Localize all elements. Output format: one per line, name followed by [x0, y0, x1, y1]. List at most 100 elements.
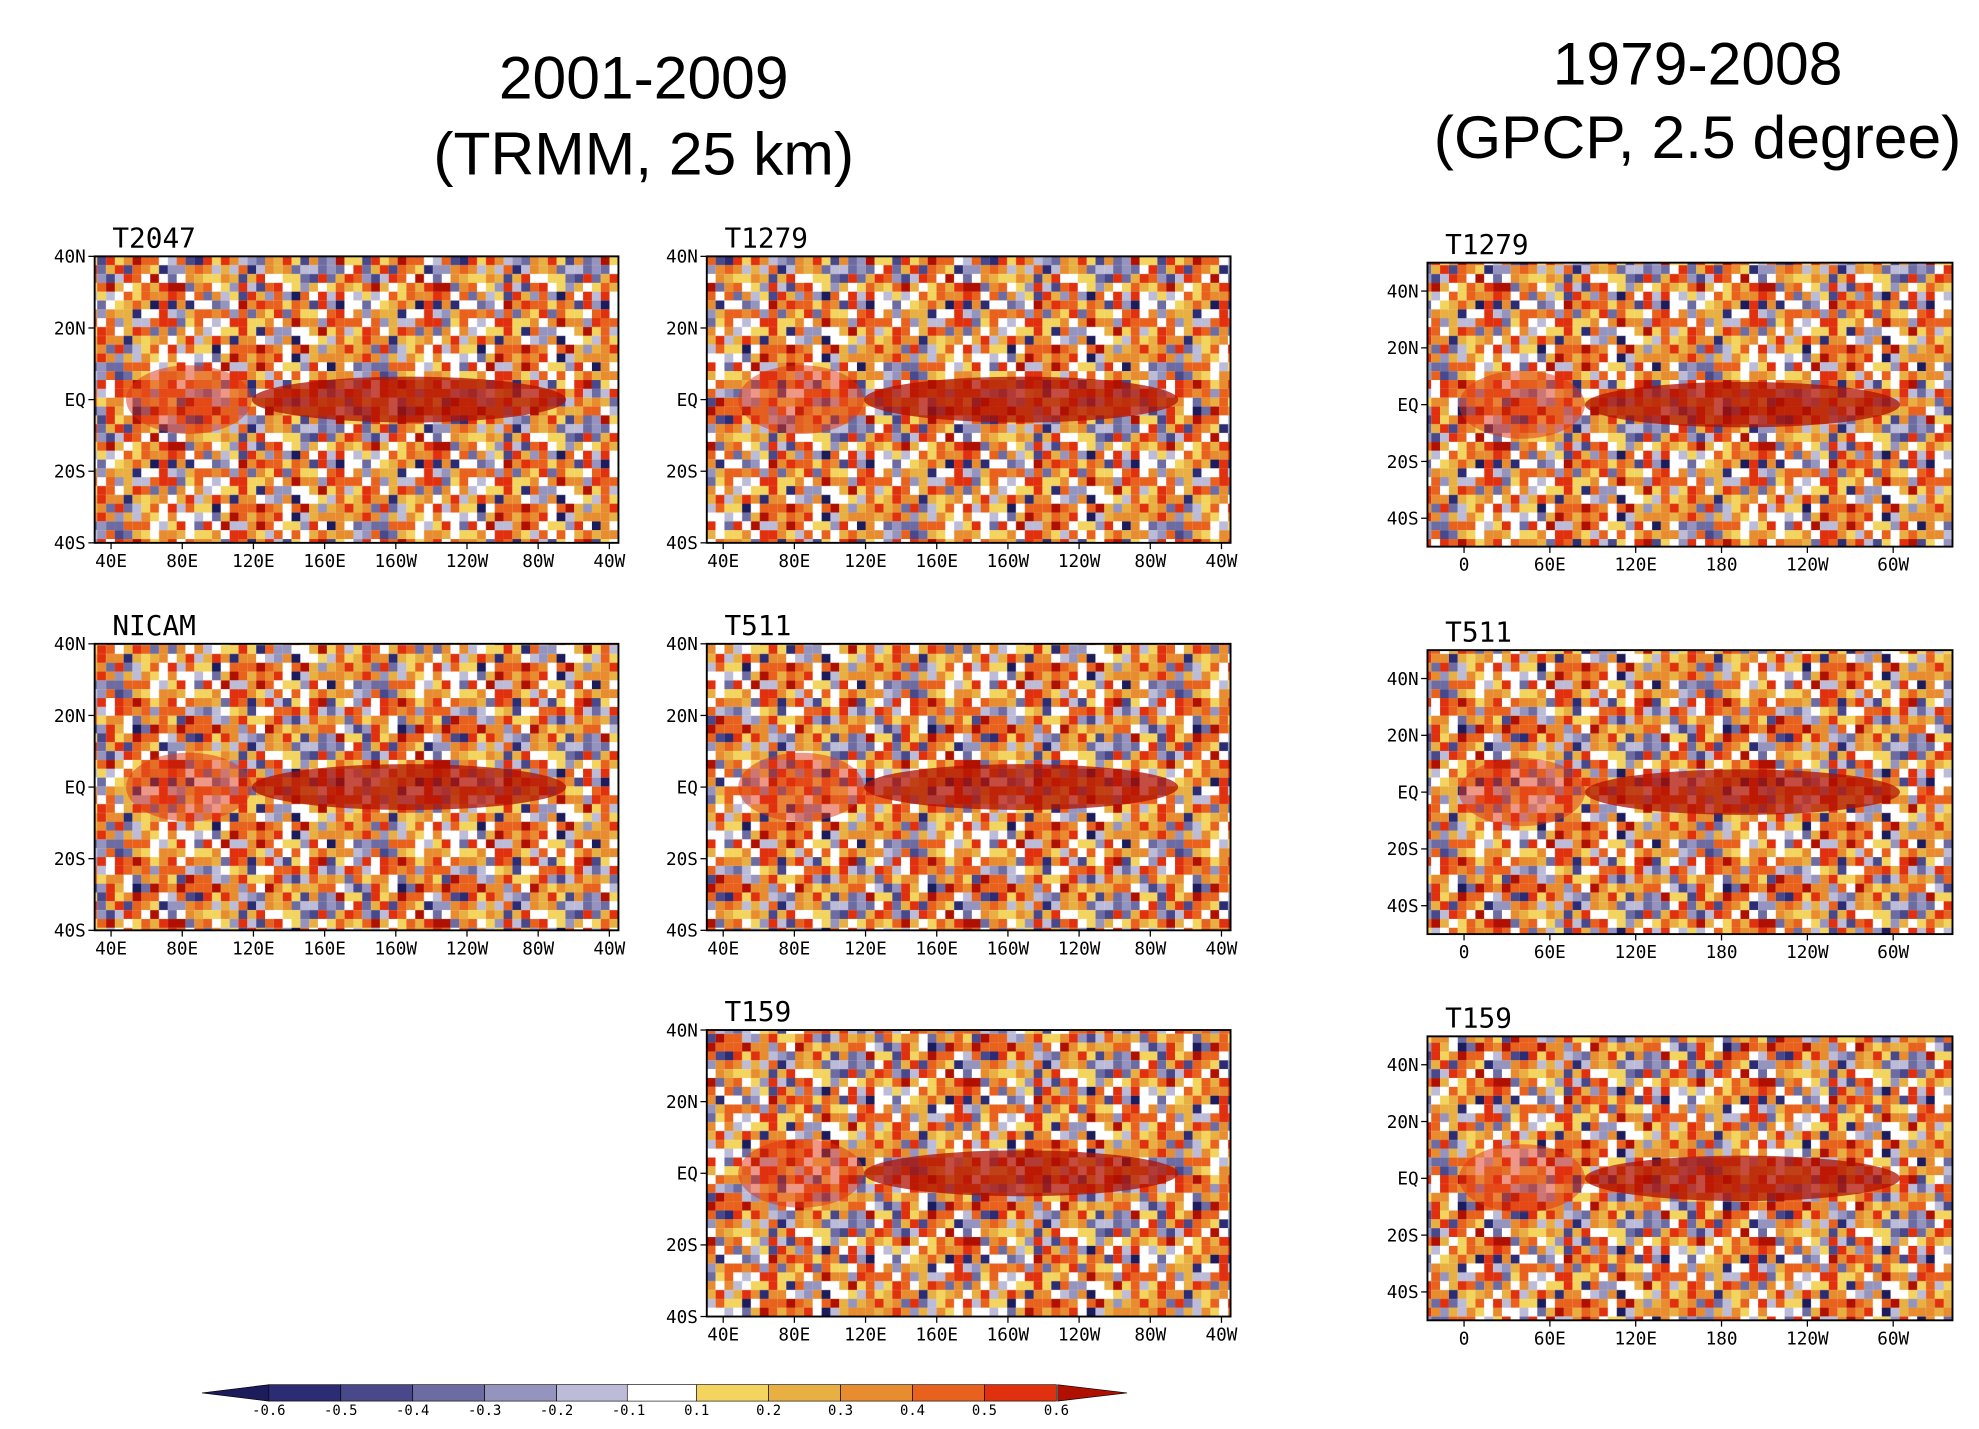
- rain-band: [126, 365, 252, 434]
- lon-label: 120W: [1058, 1326, 1101, 1346]
- lat-label: 40S: [666, 922, 698, 942]
- lat-label: 40N: [666, 635, 698, 655]
- lon-label: 40E: [707, 552, 739, 572]
- rain-band: [864, 377, 1178, 423]
- lon-label: 120W: [1786, 556, 1829, 576]
- lon-label: 80E: [778, 552, 810, 572]
- colorbar-box: [913, 1385, 985, 1401]
- colorbar-label: -0.4: [396, 1403, 429, 1419]
- lat-label: 20S: [666, 1236, 698, 1256]
- panel-label: T1279: [724, 222, 808, 255]
- lat-label: EQ: [65, 778, 86, 798]
- rain-band: [126, 753, 252, 822]
- lat-label: 20N: [1387, 727, 1419, 747]
- lon-label: 80E: [778, 939, 810, 959]
- lat-label: 40S: [666, 534, 698, 554]
- lon-label: 180: [1706, 943, 1738, 963]
- rain-band: [1459, 371, 1585, 439]
- lon-label: 60E: [1534, 1329, 1566, 1349]
- lon-label: 40W: [1206, 552, 1238, 572]
- lat-label: EQ: [1397, 396, 1418, 416]
- lat-label: 40N: [666, 1021, 698, 1041]
- rain-band: [1459, 758, 1585, 826]
- lon-label: 60W: [1877, 556, 1909, 576]
- lon-label: 40W: [593, 552, 625, 572]
- colorbar-end: [1058, 1385, 1127, 1401]
- lon-label: 0: [1459, 943, 1470, 963]
- rain-band: [864, 1150, 1178, 1196]
- lon-label: 120W: [1786, 1329, 1829, 1349]
- lon-label: 180: [1706, 556, 1738, 576]
- lon-label: 80W: [522, 939, 554, 959]
- lon-label: 160E: [303, 552, 346, 572]
- lat-label: 40N: [1387, 670, 1419, 690]
- colorbar-box: [841, 1385, 913, 1401]
- lon-label: 160W: [987, 552, 1030, 572]
- lon-label: 60W: [1877, 1329, 1909, 1349]
- lon-label: 160E: [915, 552, 958, 572]
- rain-band: [252, 764, 566, 810]
- left-period: 2001-2009: [499, 44, 789, 112]
- lon-label: 120E: [844, 1326, 887, 1346]
- lon-label: 80W: [522, 552, 554, 572]
- lat-label: 20S: [1387, 453, 1419, 473]
- lon-label: 80E: [166, 552, 198, 572]
- panel-label: T511: [1445, 615, 1512, 648]
- lon-label: 80W: [1134, 939, 1166, 959]
- rain-band: [252, 377, 566, 423]
- colorbar-label: -0.3: [468, 1403, 501, 1419]
- rain-band: [1459, 1144, 1585, 1212]
- lat-label: EQ: [677, 1165, 698, 1185]
- colorbar-label: -0.2: [540, 1403, 573, 1419]
- panel-label: T511: [724, 609, 791, 642]
- lat-label: EQ: [677, 391, 698, 411]
- lat-label: 20S: [54, 463, 86, 483]
- lat-label: 20N: [1387, 339, 1419, 359]
- lon-label: 180: [1706, 1329, 1738, 1349]
- lon-label: 120W: [1786, 943, 1829, 963]
- lat-label: 40S: [1387, 510, 1419, 530]
- colorbar-label: 0.1: [684, 1403, 709, 1419]
- colorbar-end: [202, 1385, 269, 1401]
- lon-label: 120E: [844, 939, 887, 959]
- lat-label: 40N: [54, 635, 86, 655]
- lon-label: 120W: [1058, 939, 1101, 959]
- lat-label: 20N: [54, 707, 86, 727]
- colorbar-label: -0.1: [612, 1403, 645, 1419]
- lon-label: 160E: [915, 1326, 958, 1346]
- lon-label: 40W: [1206, 1326, 1238, 1346]
- panel-label: NICAM: [112, 609, 196, 642]
- lat-label: 40N: [1387, 1056, 1419, 1076]
- lon-label: 60W: [1877, 943, 1909, 963]
- colorbar-label: 0.6: [1044, 1403, 1069, 1419]
- lat-label: 40S: [1387, 897, 1419, 917]
- colorbar-label: -0.5: [324, 1403, 357, 1419]
- lon-label: 160E: [915, 939, 958, 959]
- lon-label: 160E: [303, 939, 346, 959]
- lon-label: 160W: [987, 1326, 1030, 1346]
- lat-label: 20N: [666, 707, 698, 727]
- lon-label: 40E: [95, 939, 127, 959]
- panel-label: T1279: [1445, 228, 1529, 261]
- lon-label: 120W: [446, 552, 489, 572]
- right-period: 1979-2008: [1553, 30, 1843, 98]
- lon-label: 40E: [95, 552, 127, 572]
- rain-band: [864, 764, 1178, 810]
- lat-label: 20S: [1387, 840, 1419, 860]
- colorbar-box: [557, 1385, 629, 1401]
- rain-band: [738, 365, 864, 434]
- panel-label: T159: [724, 995, 791, 1028]
- colorbar-label: -0.6: [252, 1403, 285, 1419]
- lon-label: 60E: [1534, 556, 1566, 576]
- colorbar-box: [413, 1385, 485, 1401]
- lat-label: EQ: [65, 391, 86, 411]
- lon-label: 120E: [844, 552, 887, 572]
- colorbar-box: [769, 1385, 841, 1401]
- lon-label: 120E: [1614, 943, 1657, 963]
- lat-label: 20N: [54, 319, 86, 339]
- lat-label: 20S: [666, 850, 698, 870]
- rain-band: [1585, 769, 1900, 814]
- colorbar-box: [341, 1385, 413, 1401]
- lon-label: 160W: [375, 552, 418, 572]
- panel-label: T2047: [112, 222, 196, 255]
